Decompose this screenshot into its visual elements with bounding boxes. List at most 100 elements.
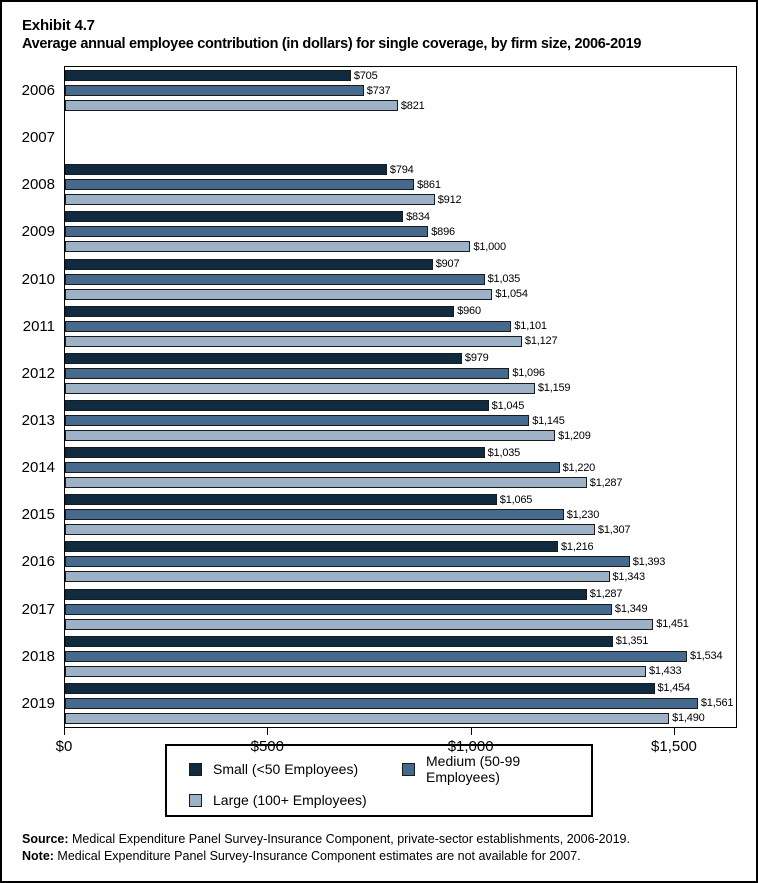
bar-row-2013-large: $1,209	[65, 429, 736, 442]
bar-value-label: $1,307	[597, 523, 631, 536]
y-axis-label-2019: 2019	[21, 694, 55, 712]
legend-swatch-large	[189, 793, 202, 807]
note-label: Note:	[22, 849, 54, 863]
bar-2008-medium	[65, 179, 415, 191]
y-axis-label-2006: 2006	[21, 82, 55, 100]
bar-2008-small	[65, 164, 387, 176]
bar-chart: 2006 2007 2008 2009 2010 2011 2012 2013 2014 2015…	[2, 66, 737, 755]
year-group-2016: $1,216 $1,393 $1,343	[65, 538, 736, 585]
y-axis-label-2007: 2007	[21, 129, 55, 147]
bar-2009-small	[65, 211, 404, 223]
bar-value-label: $1,343	[612, 570, 646, 583]
bar-value-label: $1,433	[648, 665, 682, 678]
bar-2013-large	[65, 430, 556, 442]
x-tick-label: $0	[55, 738, 73, 755]
bar-2017-medium	[65, 603, 612, 615]
bar-2011-large	[65, 335, 522, 347]
y-axis-label-2016: 2016	[21, 553, 55, 571]
bar-2015-small	[65, 494, 497, 506]
bar-row-2013-medium: $1,145	[65, 414, 736, 427]
y-axis-label-2018: 2018	[21, 647, 55, 665]
bar-2018-large	[65, 665, 646, 677]
bar-2006-large	[65, 100, 398, 112]
bar-row-2019-medium: $1,561	[65, 697, 736, 710]
bar-2010-small	[65, 258, 433, 270]
bar-2011-medium	[65, 320, 512, 332]
bar-value-label: $1,287	[589, 476, 623, 489]
bar-row-2016-small: $1,216	[65, 540, 736, 553]
bar-row-2009-small: $834	[65, 211, 736, 223]
bar-2009-medium	[65, 226, 429, 238]
year-group-2011: $960 $1,101 $1,127	[65, 303, 736, 350]
footer-notes: Source: Medical Expenditure Panel Survey…	[22, 831, 740, 865]
x-tick-mark	[673, 728, 675, 735]
bar-value-label: $1,534	[689, 650, 723, 663]
y-axis-label-2010: 2010	[21, 270, 55, 288]
bar-row-2014-small: $1,035	[65, 447, 736, 459]
bar-value-label: $1,209	[558, 429, 591, 442]
exhibit-number: Exhibit 4.7	[22, 17, 95, 34]
bar-value-label: $1,096	[512, 367, 545, 380]
bar-2019-small	[65, 682, 655, 694]
bar-value-label: $1,159	[537, 382, 571, 395]
y-axis-label-2009: 2009	[21, 223, 55, 241]
note-line: Note: Medical Expenditure Panel Survey-I…	[22, 848, 740, 865]
bar-value-label: $1,216	[561, 540, 594, 553]
title-block: Exhibit 4.7 Average annual employee cont…	[2, 2, 756, 54]
y-axis-label-2012: 2012	[21, 364, 55, 382]
source-label: Source:	[22, 832, 69, 846]
bar-row-2011-large: $1,127	[65, 335, 736, 348]
bar-row-2018-small: $1,351	[65, 635, 736, 647]
bar-2014-large	[65, 477, 587, 489]
year-group-2010: $907 $1,035 $1,054	[65, 256, 736, 303]
bar-row-2006-medium: $737	[65, 85, 736, 97]
x-tick-label: $1,500	[651, 738, 697, 755]
bar-row-2012-large: $1,159	[65, 382, 736, 395]
y-axis-label-2008: 2008	[21, 176, 55, 194]
bar-value-label: $1,490	[672, 712, 705, 725]
year-group-2015: $1,065 $1,230 $1,307	[65, 491, 736, 538]
bar-row-2019-large: $1,490	[65, 712, 736, 725]
legend: Small (<50 Employees) Medium (50-99 Empl…	[165, 744, 593, 817]
legend-item-medium: Medium (50-99 Employees)	[402, 753, 581, 785]
y-axis-label-2015: 2015	[21, 506, 55, 524]
plot-area: $705 $737 $821 $794 $861 $912 $834 $896 $1,000 $9…	[64, 66, 737, 728]
year-group-2019: $1,454 $1,561 $1,490	[65, 680, 736, 727]
bar-2008-large	[65, 194, 435, 206]
bar-value-label: $1,127	[524, 335, 558, 348]
bar-row-2015-medium: $1,230	[65, 509, 736, 521]
bar-value-label: $1,561	[700, 697, 734, 710]
bar-value-label: $861	[417, 178, 441, 191]
x-axis: $0 $500 $1,000 $1,500	[56, 728, 737, 764]
bar-row-2017-small: $1,287	[65, 588, 736, 600]
bar-value-label: $821	[400, 99, 425, 112]
bar-2016-small	[65, 541, 558, 553]
bar-value-label: $1,454	[657, 682, 691, 695]
bar-value-label: $907	[435, 258, 460, 271]
bar-2011-small	[65, 305, 455, 317]
y-axis-label-2017: 2017	[21, 600, 55, 618]
bar-value-label: $1,145	[532, 414, 565, 427]
bar-row-2018-medium: $1,534	[65, 650, 736, 663]
bar-row-2009-medium: $896	[65, 226, 736, 238]
x-tick-label: $1,000	[447, 738, 494, 755]
bar-2016-large	[65, 571, 610, 583]
bar-row-2017-large: $1,451	[65, 618, 736, 630]
year-group-2008: $794 $861 $912	[65, 161, 736, 208]
x-tick-mark	[267, 728, 269, 735]
bar-2018-small	[65, 635, 613, 647]
bar-2017-small	[65, 588, 587, 600]
bar-value-label: $1,393	[632, 555, 666, 568]
chart-title: Average annual employee contribution (in…	[22, 36, 642, 52]
legend-item-small: Small (<50 Employees)	[189, 753, 394, 785]
year-group-2012: $979 $1,096 $1,159	[65, 350, 736, 397]
bar-row-2009-large: $1,000	[65, 240, 736, 253]
source-line: Source: Medical Expenditure Panel Survey…	[22, 831, 740, 848]
bar-row-2019-small: $1,454	[65, 682, 736, 695]
year-group-2006: $705 $737 $821	[65, 67, 736, 114]
note-text: Medical Expenditure Panel Survey-Insuran…	[53, 849, 581, 863]
bar-value-label: $1,000	[473, 240, 506, 253]
bar-2015-large	[65, 524, 595, 536]
bar-row-2010-medium: $1,035	[65, 273, 736, 285]
